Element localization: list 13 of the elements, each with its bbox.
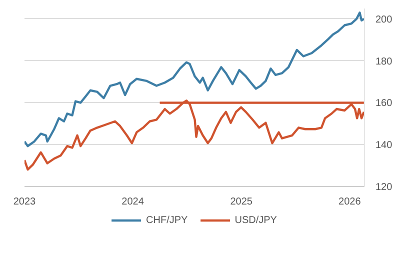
y-tick-label: 160: [376, 98, 393, 110]
legend-label: USD/JPY: [234, 214, 277, 226]
y-tick-label: 200: [376, 14, 393, 26]
y-tick-label: 140: [376, 140, 393, 152]
legend-label: CHF/JPY: [146, 214, 188, 226]
x-tick-label: 2025: [230, 196, 253, 208]
y-tick-label: 120: [376, 182, 393, 193]
x-tick-label: 2024: [122, 196, 144, 208]
line-series: [24, 12, 364, 148]
line-series: [24, 100, 364, 171]
y-tick-label: 180: [376, 56, 393, 68]
x-tick-label: 2023: [13, 196, 36, 208]
x-tick-label: 2026: [338, 196, 362, 208]
